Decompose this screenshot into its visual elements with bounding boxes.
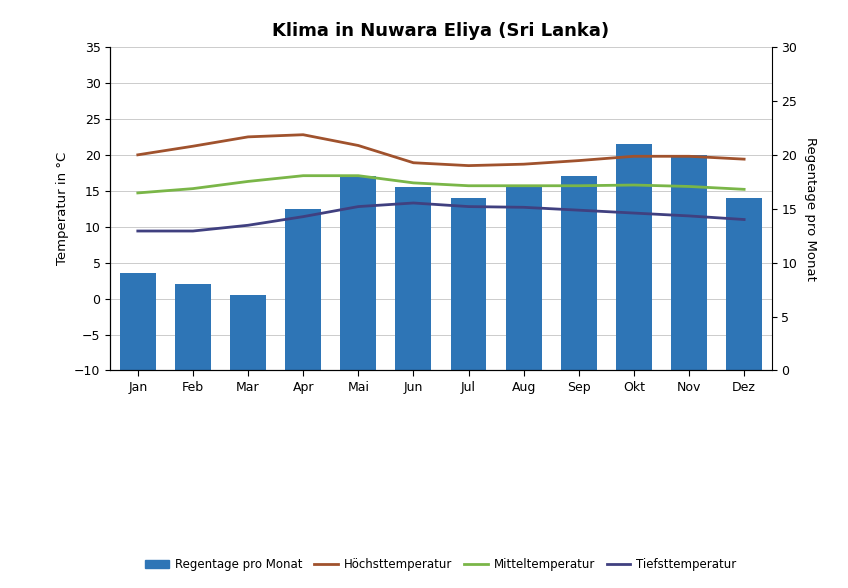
Bar [285, 209, 321, 370]
Bar [505, 187, 542, 370]
Bar [450, 198, 487, 370]
Y-axis label: Temperatur in °C: Temperatur in °C [56, 152, 69, 265]
Bar [120, 273, 156, 370]
Y-axis label: Regentage pro Monat: Regentage pro Monat [804, 137, 817, 280]
Bar [175, 284, 211, 370]
Legend: Regentage pro Monat, Höchsttemperatur, Mitteltemperatur, Tiefsttemperatur: Regentage pro Monat, Höchsttemperatur, M… [141, 554, 741, 576]
Bar [395, 187, 432, 370]
Bar [340, 176, 377, 370]
Bar [726, 198, 762, 370]
Bar [561, 176, 597, 370]
Bar [230, 295, 266, 370]
Bar [616, 144, 652, 370]
Bar [671, 155, 707, 370]
Title: Klima in Nuwara Eliya (Sri Lanka): Klima in Nuwara Eliya (Sri Lanka) [272, 22, 610, 40]
